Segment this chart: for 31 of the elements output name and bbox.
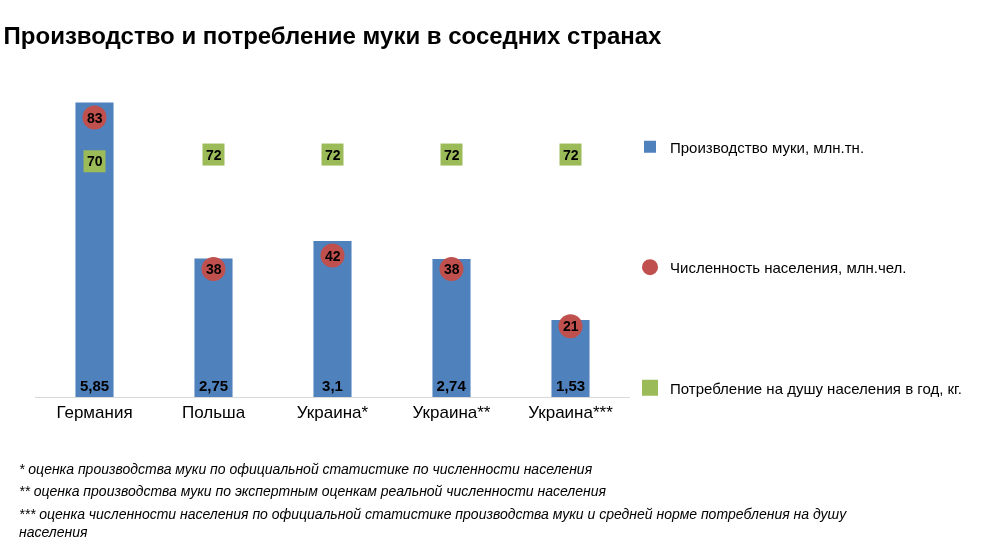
legend-label: Потребление на душу населения в год, кг. xyxy=(670,379,962,397)
text: ** оценка производства муки по экспертным оценкам реальной численности населения xyxy=(19,483,607,499)
data-label: 2,74 xyxy=(436,377,467,394)
data-label: 5,85 xyxy=(79,377,110,394)
text: * оценка производства муки по официальной статистике по численности населения xyxy=(19,461,593,477)
x-tick-label: Украина* xyxy=(296,403,369,423)
bar xyxy=(75,102,114,397)
text: *** оценка численности населения по официальной статистике производства муки и средней норме потребления на душу населения xyxy=(19,506,848,541)
data-label: 70 xyxy=(87,153,103,169)
x-tick-label: Польша xyxy=(181,403,246,423)
x-tick-label: Украина*** xyxy=(528,403,614,423)
data-label: 2,75 xyxy=(198,377,229,394)
data-label: 42 xyxy=(325,248,341,264)
data-label: 83 xyxy=(87,110,103,126)
data-label: 3,1 xyxy=(322,377,343,394)
data-label: 1,53 xyxy=(555,377,586,394)
data-label: 72 xyxy=(325,147,341,163)
bar xyxy=(313,240,352,397)
data-label: 38 xyxy=(206,261,222,277)
bar xyxy=(194,258,233,397)
data-label: 38 xyxy=(444,261,460,277)
data-label: 72 xyxy=(563,147,579,163)
x-tick-label: Украина** xyxy=(412,403,491,423)
data-label: 72 xyxy=(206,147,222,163)
legend-label: Численность населения, млн.чел. xyxy=(670,259,907,276)
bar xyxy=(432,259,471,397)
data-label: 21 xyxy=(563,318,579,334)
legend-label: Производство муки, млн.тн. xyxy=(670,138,865,156)
x-tick-label: Германия xyxy=(56,403,133,423)
data-label: 72 xyxy=(444,147,460,163)
chart-title: Производство и потребление муки в соседних странах xyxy=(3,22,663,50)
